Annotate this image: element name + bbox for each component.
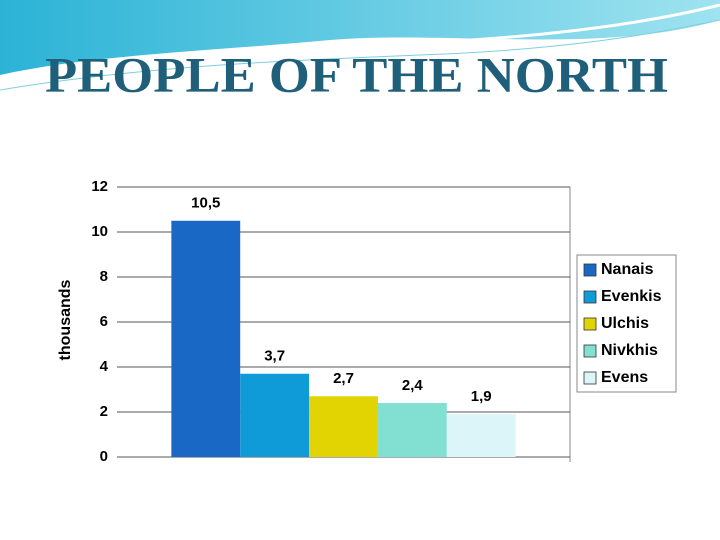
legend-label: Nivkhis bbox=[601, 342, 658, 359]
data-label: 2,4 bbox=[402, 377, 424, 394]
header-wave-line bbox=[0, 3, 720, 82]
y-tick-label: 2 bbox=[100, 403, 108, 420]
bar bbox=[446, 414, 516, 457]
bar bbox=[240, 373, 310, 457]
header-wave bbox=[0, 0, 720, 75]
legend-label: Nanais bbox=[601, 261, 654, 278]
legend-swatch bbox=[583, 290, 597, 304]
y-tick-label: 12 bbox=[91, 178, 108, 195]
data-label: 2,7 bbox=[333, 370, 354, 387]
slide-title: PEOPLE OF THE NORTH bbox=[45, 46, 668, 102]
legend-label: Ulchis bbox=[601, 315, 649, 332]
legend-label: Evens bbox=[601, 369, 648, 386]
bar bbox=[377, 403, 447, 457]
header-wave-line bbox=[0, 19, 720, 91]
legend-swatch bbox=[583, 371, 597, 385]
y-tick-label: 8 bbox=[100, 268, 108, 285]
data-label: 3,7 bbox=[264, 348, 285, 365]
y-tick-label: 0 bbox=[100, 448, 108, 465]
y-axis-title: thousands bbox=[57, 279, 74, 360]
y-tick-label: 10 bbox=[91, 223, 108, 240]
y-tick-label: 6 bbox=[100, 313, 108, 330]
legend-swatch bbox=[583, 344, 597, 358]
legend-label: Evenkis bbox=[601, 288, 662, 305]
y-tick-label: 4 bbox=[100, 358, 109, 375]
data-label: 1,9 bbox=[471, 388, 492, 405]
legend-swatch bbox=[583, 317, 597, 331]
data-label: 10,5 bbox=[191, 195, 220, 212]
legend-swatch bbox=[583, 263, 597, 277]
bar bbox=[171, 220, 241, 457]
bar bbox=[309, 396, 378, 457]
